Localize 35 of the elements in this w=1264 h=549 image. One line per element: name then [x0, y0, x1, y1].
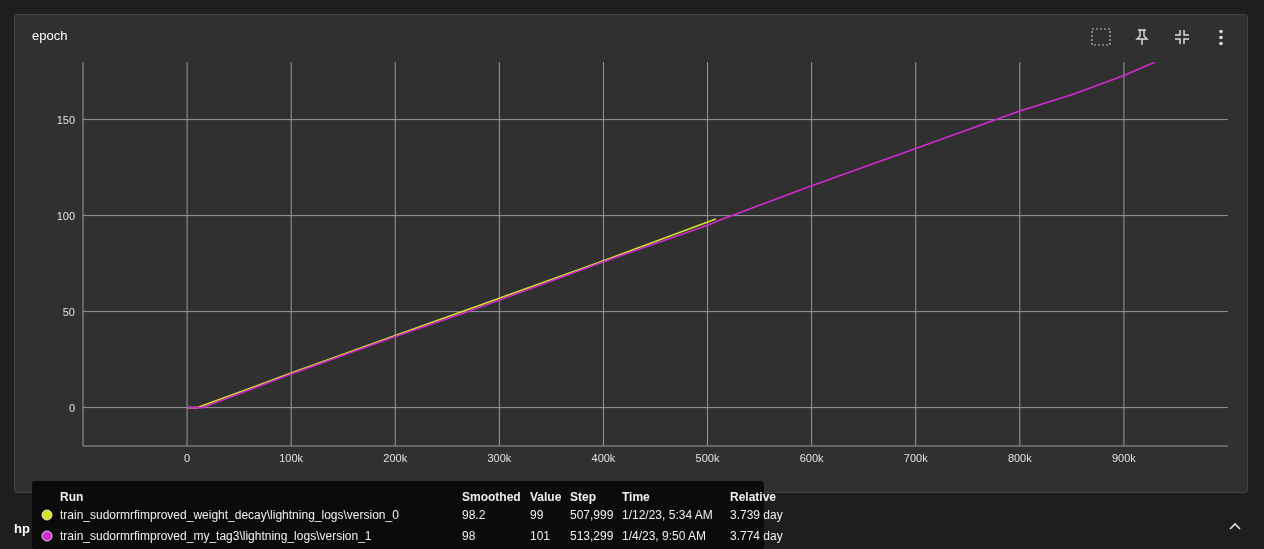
x-tick-label: 0 [184, 451, 191, 464]
text: Value [530, 490, 562, 504]
text: 1/4/23, 9:50 AM [622, 529, 707, 543]
text: 99 [530, 508, 544, 522]
x-tick-label: 800k [1007, 451, 1033, 464]
x-tick-label: 200k [383, 451, 408, 464]
y-tick-label: 0 [68, 401, 75, 414]
y-tick-label: 150 [56, 113, 75, 126]
text: hp [14, 521, 30, 536]
text: 3.739 day [730, 508, 783, 522]
y-tick-label: 100 [56, 209, 75, 222]
x-tick-label: 900k [1111, 451, 1137, 464]
text: 513,299 [570, 529, 614, 543]
text: Smoothed [462, 490, 521, 504]
x-tick-label: 300k [487, 451, 512, 464]
x-tick-label: 700k [903, 451, 929, 464]
text: Step [570, 490, 597, 504]
x-tick-label: 600k [799, 451, 825, 464]
text: 98.2 [462, 508, 486, 522]
text: 101 [530, 529, 551, 543]
chart-title: epoch [32, 28, 68, 43]
y-tick-label: 50 [62, 305, 75, 318]
x-tick-label: 400k [591, 451, 616, 464]
text: Run [60, 490, 84, 504]
text: 98 [462, 529, 476, 543]
text: 1/12/23, 5:34 AM [622, 508, 713, 522]
x-tick-label: 500k [695, 451, 720, 464]
text: 507,999 [570, 508, 614, 522]
line-series [186, 62, 1156, 409]
x-tick-label: 100k [279, 451, 304, 464]
legend-label: train_sudormrfimproved_my_tag3\lightning_logs\version_1 [60, 529, 372, 543]
legend-label: train_sudormrfimproved_weight_decay\lightning_logs\version_0 [60, 508, 399, 522]
text: Time [622, 490, 650, 504]
text: 3.774 day [730, 529, 783, 543]
text: Relative [730, 490, 777, 504]
